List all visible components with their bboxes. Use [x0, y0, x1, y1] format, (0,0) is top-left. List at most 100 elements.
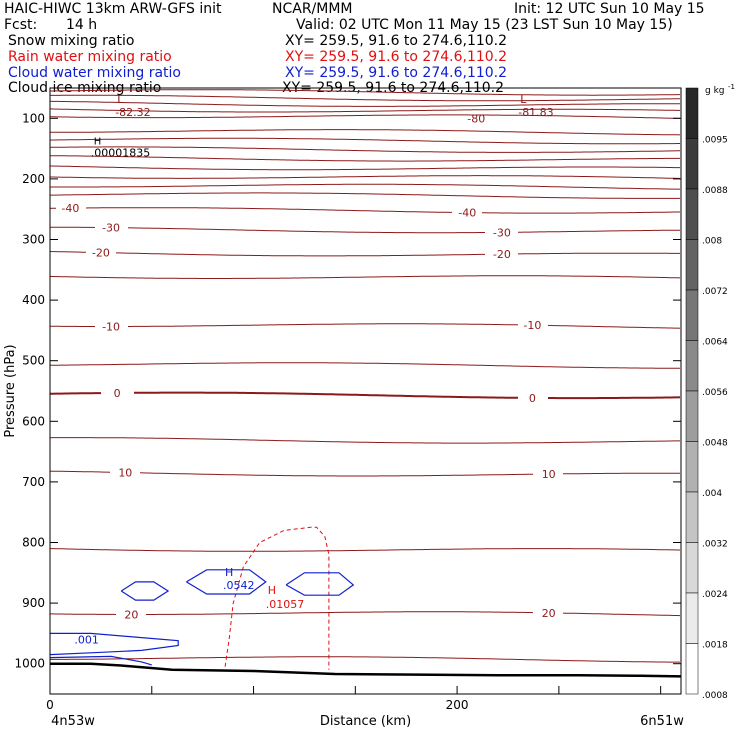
y-tick-label-600: 600 — [22, 414, 45, 428]
colorbar-cell-1 — [685, 138, 699, 190]
colorbar-label-8: .0032 — [702, 540, 728, 550]
y-tick-label-800: 800 — [22, 536, 45, 550]
isotherm-120 — [50, 129, 681, 136]
colorbar-label-2: .008 — [702, 237, 722, 247]
init-label: Init: 12 UTC Sun 10 May 15 — [514, 1, 705, 17]
field-cloudwater-name: Cloud water mixing ratio — [8, 65, 181, 81]
org-label: NCAR/MMM — [272, 1, 353, 17]
temp-min-letter-0: L — [117, 93, 124, 106]
rain-water-contours — [224, 526, 330, 670]
colorbar-label-9: .0024 — [702, 590, 728, 600]
y-tick-label-700: 700 — [22, 475, 45, 489]
isotherm-250 — [49, 207, 680, 214]
colorbar-cell-7 — [685, 441, 699, 493]
y-tick-label-200: 200 — [22, 172, 45, 186]
y-tick-label-400: 400 — [22, 293, 45, 307]
colorbar-label-6: .0048 — [702, 439, 728, 449]
isotherm-label-440-1: -10 — [523, 319, 541, 332]
isotherm-95 — [50, 114, 681, 119]
x-endpoint-start: 4n53w — [51, 714, 95, 729]
colorbar-cell-2 — [685, 188, 699, 240]
isotherm-150 — [50, 146, 680, 153]
x-tick-label-0: 0 — [46, 698, 54, 712]
temperature-contours — [49, 89, 681, 663]
cloud-max-value: .0542 — [223, 579, 255, 592]
isotherm-322 — [49, 251, 680, 257]
isotherm-210 — [50, 183, 681, 190]
cloud-water-contour-2 — [285, 572, 355, 596]
colorbar-cell-6 — [685, 390, 699, 442]
isotherm-283 — [50, 226, 680, 234]
model-title: HAIC-HIWC 13km ARW-GFS init — [4, 1, 222, 17]
isotherm-65 — [50, 94, 680, 102]
field-snow-name: Snow mixing ratio — [8, 33, 135, 49]
field-rain-xy: XY= 259.5, 91.6 to 274.6,110.2 — [285, 49, 508, 65]
isotherm-label-250-1: -40 — [458, 207, 476, 220]
isotherm-label-322-0: -20 — [92, 247, 110, 260]
colorbar-label-0: .0095 — [702, 136, 728, 146]
isotherm-75 — [49, 100, 680, 107]
x-axis-label: Distance (km) — [320, 714, 411, 729]
rain-water-contour — [224, 526, 330, 670]
colorbar-unit: g kg — [705, 86, 725, 96]
isotherm-685 — [49, 470, 680, 477]
colorbar-label-11: .0008 — [702, 691, 728, 701]
field-snow-xy: XY= 259.5, 91.6 to 274.6,110.2 — [285, 33, 508, 49]
axes: Pressure (hPa) Distance (km) 4n53w 6n51w… — [3, 111, 684, 729]
valid-label: Valid: 02 UTC Mon 11 May 15 (23 LST Sun … — [296, 17, 673, 33]
colorbar-cell-8 — [685, 491, 699, 543]
y-tick-label-900: 900 — [22, 596, 45, 610]
field-cloudwater-xy: XY= 259.5, 91.6 to 274.6,110.2 — [285, 65, 508, 81]
isotherm-label-915-0: 20 — [124, 608, 138, 621]
isotherm-label-555-0: 0 — [114, 387, 121, 400]
colorbar-unit-exponent: -1 — [728, 83, 735, 91]
cloud-water-contour-4 — [49, 655, 152, 666]
colorbar-cell-4 — [685, 289, 699, 341]
isotherm-630 — [49, 437, 680, 444]
snow-max-letter: H — [94, 137, 102, 148]
colorbar-cell-5 — [685, 340, 699, 392]
terrain-path — [50, 662, 682, 678]
isotherm-180 — [50, 165, 680, 171]
rain-max-letter: H — [268, 584, 276, 597]
isotherm-915 — [50, 611, 681, 617]
isotherm-label-685-0: 10 — [118, 467, 132, 480]
fcst-label: Fcst: — [4, 17, 38, 33]
colorbar-cell-10 — [685, 592, 699, 644]
snow-max-value: .00001835 — [91, 147, 150, 160]
field-rain-name: Rain water mixing ratio — [8, 49, 172, 65]
colorbar-cell-3 — [685, 239, 699, 291]
x-endpoint-end: 6n51w — [640, 714, 684, 729]
colorbar-cell-9 — [685, 542, 699, 594]
temp-min-value-0: -82.32 — [115, 106, 150, 119]
y-tick-label-100: 100 — [22, 111, 45, 125]
temp-min-letter-1: L — [520, 93, 527, 106]
fcst-value: 14 h — [66, 17, 98, 33]
isotherm-label-283-1: -30 — [493, 226, 511, 239]
isotherm-55 — [50, 89, 680, 96]
terrain-line — [50, 662, 682, 678]
isotherm-555 — [50, 391, 681, 400]
isotherm-85 — [49, 108, 680, 113]
y-tick-label-500: 500 — [22, 354, 45, 368]
isotherm-135 — [49, 137, 680, 145]
isotherm-810 — [50, 548, 680, 552]
isotherm-label-555-1: 0 — [529, 392, 536, 405]
colorbar-label-5: .0056 — [702, 388, 728, 398]
isotherm-label-440-0: -10 — [102, 321, 120, 334]
isotherm-440 — [50, 323, 681, 329]
colorbar-label-7: .004 — [702, 489, 722, 499]
y-tick-label-300: 300 — [22, 233, 45, 247]
y-axis-label: Pressure (hPa) — [3, 344, 18, 437]
isotherm-165 — [50, 155, 680, 162]
colorbar-cell-0 — [685, 87, 699, 139]
colorbar-cell-11 — [685, 643, 699, 695]
x-tick-label-200: 200 — [446, 698, 469, 712]
cloud-water-contour-0 — [120, 581, 170, 601]
rain-max-value: .01057 — [266, 598, 305, 611]
cloud-water-contour-1 — [186, 569, 267, 595]
y-tick-label-1000: 1000 — [14, 657, 45, 671]
temp-min-value-1: -81.83 — [518, 106, 553, 119]
